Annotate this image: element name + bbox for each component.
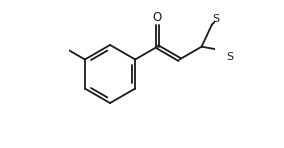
Text: S: S: [213, 14, 220, 24]
Text: O: O: [153, 11, 162, 24]
Text: S: S: [226, 52, 233, 62]
